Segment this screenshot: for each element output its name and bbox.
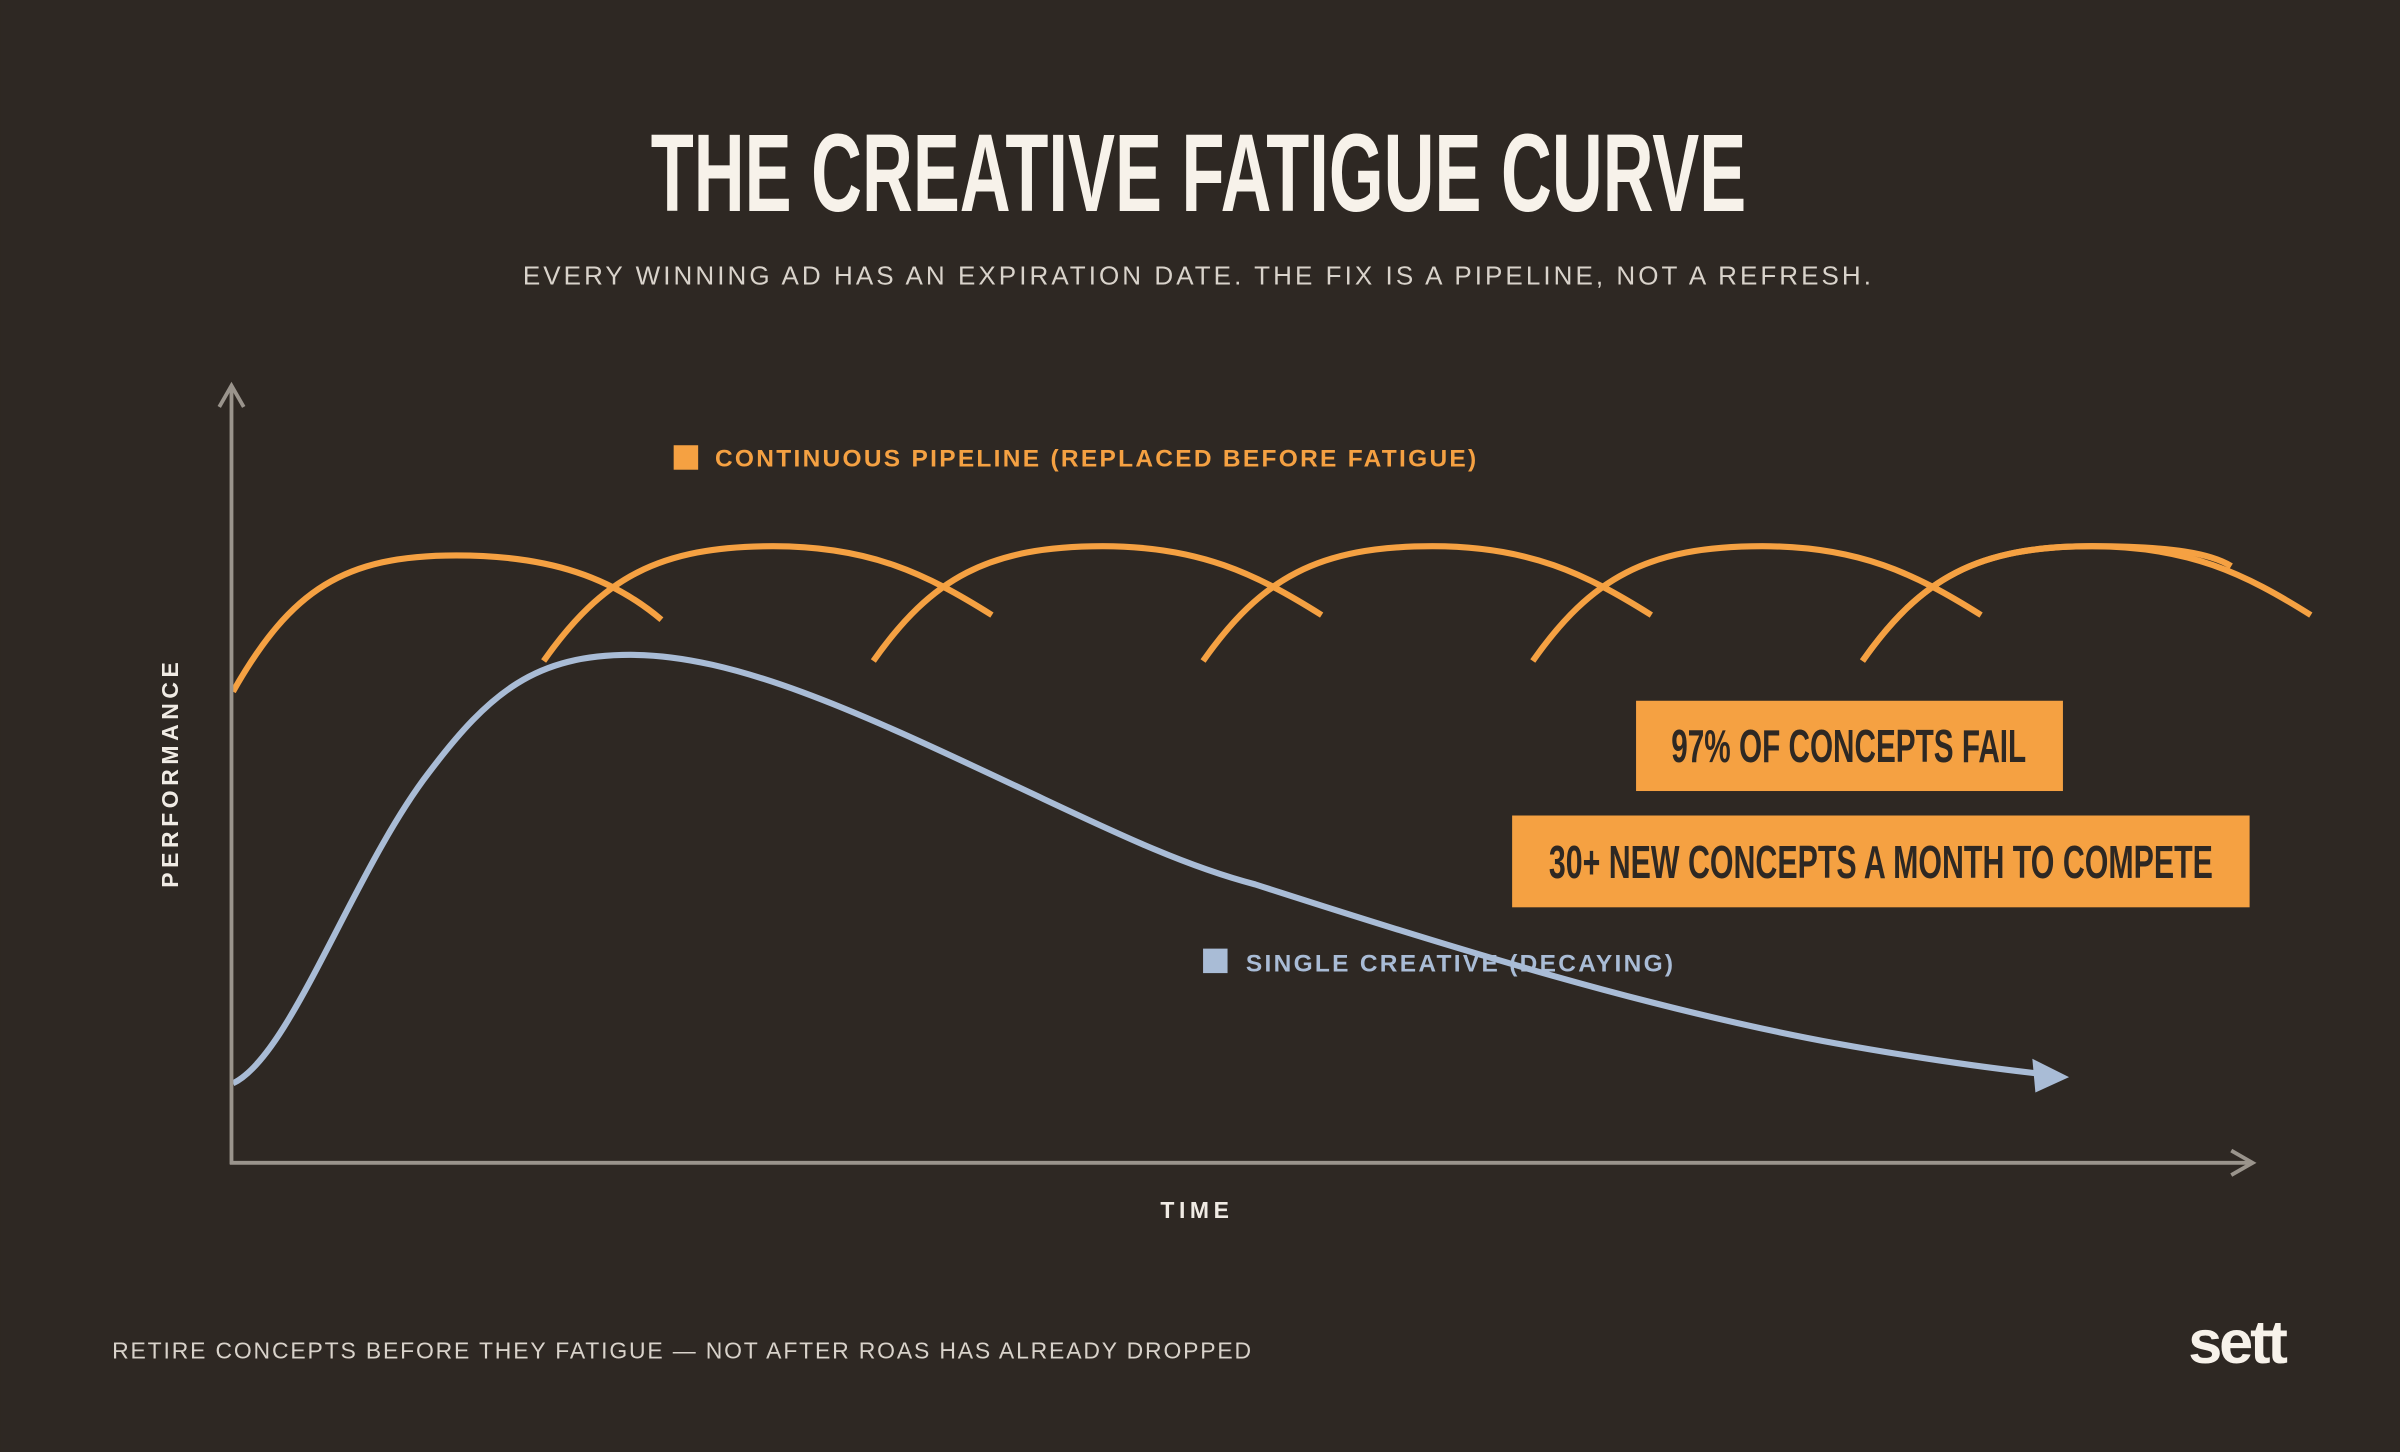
- y-axis-arrow: [217, 381, 246, 408]
- subtitle: EVERY WINNING AD HAS AN EXPIRATION DATE.…: [523, 261, 1874, 291]
- curve-arrowhead: [2032, 1058, 2070, 1093]
- legend-label: CONTINUOUS PIPELINE (REPLACED BEFORE FAT…: [715, 446, 1479, 473]
- pipeline-curves: [230, 543, 2313, 694]
- callout-box: [1512, 815, 2250, 908]
- x-axis-arrow: [2230, 1148, 2257, 1177]
- title: THE CREATIVE FATIGUE CURVE: [651, 112, 1747, 235]
- x-axis-label: TIME: [1160, 1197, 1233, 1223]
- pipeline-arc: [541, 543, 994, 663]
- logo: sett: [2188, 1308, 2287, 1376]
- legend-swatch: [673, 445, 699, 470]
- pipeline-arc: [1860, 543, 2233, 663]
- legend-swatch: [1203, 948, 1228, 974]
- callout-text: 97% OF CONCEPTS FAIL: [1671, 720, 2026, 772]
- callout-text: 30+ NEW CONCEPTS A MONTH TO COMPETE: [1549, 836, 2213, 888]
- callout-box: [1636, 700, 2063, 792]
- footer-note: RETIRE CONCEPTS BEFORE THEY FATIGUE — NO…: [112, 1338, 1253, 1364]
- pipeline-arc: [870, 543, 1324, 663]
- single-creative-curve: [231, 651, 2044, 1087]
- pipeline-arc: [1530, 543, 1983, 663]
- y-axis-label: PERFORMANCE: [157, 658, 183, 888]
- pipeline-arc: [230, 552, 664, 694]
- pipeline-arc: [1200, 543, 1653, 663]
- legend-label: SINGLE CREATIVE (DECAYING): [1246, 951, 1675, 978]
